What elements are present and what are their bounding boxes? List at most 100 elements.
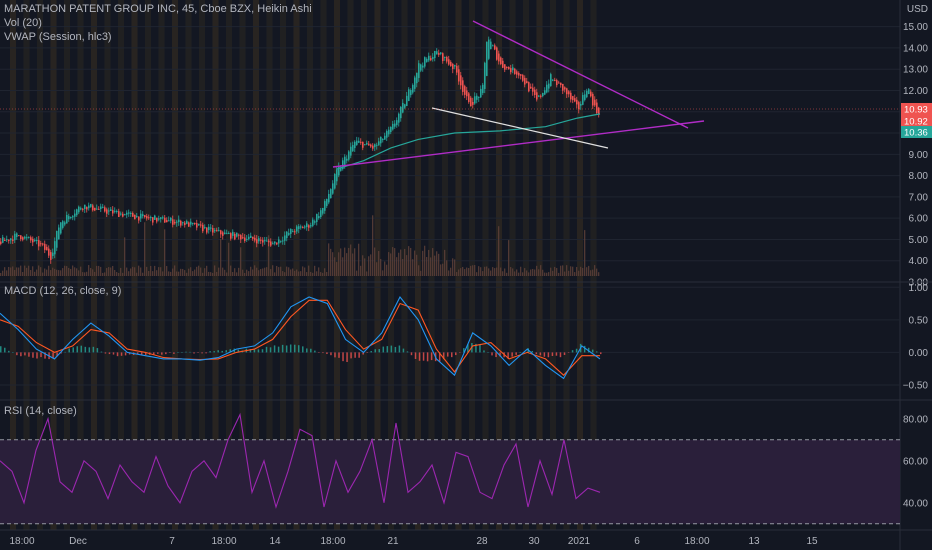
volume-bar (88, 265, 90, 276)
session-stripe (509, 0, 516, 530)
candle-body (194, 223, 196, 225)
candle-body (118, 211, 120, 217)
candle-body (60, 222, 62, 234)
candle-body (538, 95, 540, 97)
candle-body (126, 212, 128, 215)
macd-histogram-bar (197, 352, 199, 353)
candle-body (246, 238, 248, 240)
volume-bar (24, 265, 26, 276)
candle-body (590, 91, 592, 97)
volume-bar (220, 238, 222, 276)
volume-bar (418, 265, 420, 276)
price-pane-legend: MARATHON PATENT GROUP INC, 45, Cboe BZX,… (4, 2, 312, 44)
candle-body (438, 52, 440, 55)
candle-body (208, 226, 210, 231)
session-stripe (428, 0, 435, 530)
volume-bar (426, 257, 428, 276)
candle-body (250, 235, 252, 238)
volume-bar (236, 272, 238, 276)
time-tick-label: 18:00 (211, 536, 236, 547)
macd-histogram-bar (4, 347, 6, 353)
candle-body (334, 174, 336, 189)
volume-bar (564, 271, 566, 276)
macd-histogram-bar (390, 345, 393, 353)
volume-bar (68, 267, 70, 276)
macd-histogram-bar (136, 352, 139, 355)
candle-body (152, 217, 154, 223)
candle-body (180, 220, 182, 226)
candle-body (574, 98, 576, 102)
macd-histogram-bar (350, 352, 352, 359)
volume-bar (362, 255, 364, 276)
price-tick-label: 9.00 (909, 150, 929, 161)
price-tick-label: 12.00 (903, 86, 928, 97)
volume-bar (250, 266, 252, 276)
volume-bar (224, 269, 226, 276)
candle-body (124, 214, 126, 216)
price-pane-title: MARATHON PATENT GROUP INC, 45, Cboe BZX,… (4, 3, 312, 15)
macd-histogram-bar (410, 352, 413, 356)
candle-body (214, 230, 216, 232)
macd-histogram-bar (378, 349, 381, 353)
volume-bar (428, 249, 430, 276)
volume-bar (422, 250, 424, 276)
time-tick-label: 30 (528, 536, 540, 547)
time-tick-label: 15 (806, 536, 818, 547)
candle-body (336, 169, 338, 182)
volume-bar (438, 253, 440, 276)
macd-histogram-bar (261, 349, 264, 353)
candle-body (160, 217, 162, 219)
volume-bar (546, 272, 548, 276)
candle-body (366, 142, 368, 145)
candle-body (114, 210, 116, 212)
macd-histogram-bar (491, 352, 493, 356)
candle-body (26, 237, 28, 239)
candle-body (54, 241, 56, 255)
macd-histogram-bar (571, 350, 574, 353)
candle-body (556, 80, 558, 86)
volume-bar (554, 266, 556, 276)
candle-body (464, 86, 466, 95)
volume-bar (514, 271, 516, 276)
volume-bar (62, 268, 64, 276)
volume-bar (528, 272, 530, 276)
candle-body (20, 235, 22, 240)
candle-body (418, 63, 420, 78)
candle-body (14, 233, 16, 241)
macd-histogram-bar (455, 352, 457, 356)
time-tick-label: Dec (69, 536, 87, 547)
candle-body (572, 96, 574, 101)
volume-bar (424, 245, 426, 276)
price-tag-value: 10.36 (904, 128, 928, 139)
macd-histogram-bar (269, 347, 272, 353)
macd-histogram-bar (543, 352, 546, 357)
macd-histogram-bar (265, 346, 268, 353)
candle-body (356, 140, 358, 145)
macd-histogram-bar (346, 352, 348, 363)
macd-histogram-bar (414, 352, 417, 359)
volume-bar (78, 270, 80, 276)
volume-bar (534, 269, 536, 276)
candle-body (150, 217, 152, 219)
volume-bar (212, 272, 214, 276)
volume-bar (172, 268, 174, 276)
volume-bar (206, 265, 208, 276)
candle-body (386, 131, 388, 138)
volume-bar (574, 272, 576, 276)
candle-body (24, 236, 26, 239)
macd-histogram-bar (354, 352, 356, 358)
price-tick-label: 4.00 (909, 256, 929, 267)
volume-bar (120, 267, 122, 276)
macd-histogram-bar (591, 349, 594, 353)
volume-bar (28, 265, 30, 276)
candle-body (252, 236, 254, 239)
volume-bar (488, 268, 490, 276)
candle-body (146, 216, 148, 219)
volume-bar (472, 265, 474, 276)
macd-histogram-bar (563, 352, 566, 355)
volume-bar (138, 265, 140, 276)
macd-histogram-bar (124, 352, 127, 356)
volume-bar (124, 237, 126, 276)
candle-body (412, 85, 414, 93)
